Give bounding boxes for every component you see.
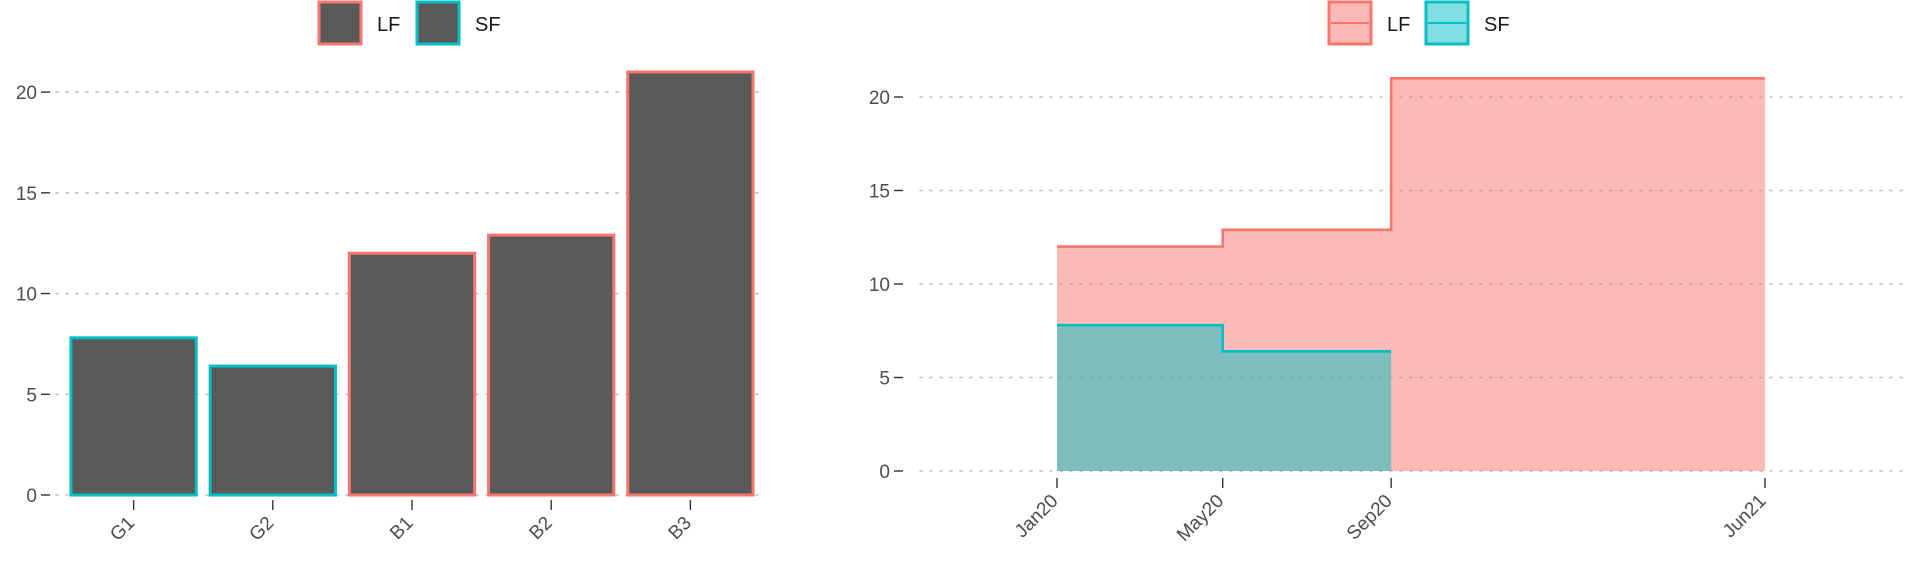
x-tick-label: B1 [386, 513, 417, 544]
bar-g1 [69, 336, 198, 497]
left-x-axis: G1 G2 B1 B2 B3 [106, 500, 696, 545]
legend-label-lf-area: LF [1387, 14, 1410, 36]
right-y-axis: 0 5 10 15 20 [869, 88, 903, 483]
step-line-lf [1057, 77, 1765, 248]
right-x-axis: Jan20 May20 Sep20 Jun21 [1011, 478, 1771, 546]
left-y-axis: 0 5 10 15 20 [16, 83, 50, 507]
left-bars [69, 70, 755, 497]
y-tick-label: 15 [869, 182, 890, 203]
legend-label-lf: LF [377, 14, 400, 36]
x-tick-label: Jun21 [1719, 491, 1770, 542]
right-legend: LF SF [1327, 0, 1510, 46]
bar-b3 [626, 70, 755, 497]
legend-label-sf-area: SF [1484, 14, 1510, 36]
left-legend: LF SF [317, 0, 501, 46]
right-areas [1057, 77, 1765, 472]
x-tick-label: G1 [106, 513, 139, 546]
area-sf [1057, 325, 1392, 471]
legend-key-lf [317, 0, 363, 46]
y-tick-label: 5 [26, 385, 37, 406]
x-tick-label: B2 [525, 513, 556, 544]
step-line-sf [1057, 323, 1392, 353]
y-tick-label: 20 [869, 88, 890, 109]
bar-b1 [347, 251, 477, 497]
left-bar-chart: LF SF 0 5 10 15 20 G1 G2 B1 B2 B3 [16, 0, 761, 545]
y-tick-label: 5 [879, 369, 890, 390]
y-tick-label: 0 [26, 486, 37, 507]
y-tick-label: 15 [16, 184, 37, 205]
bar-b2 [487, 233, 616, 497]
x-tick-label: Sep20 [1343, 491, 1397, 545]
x-tick-label: Jan20 [1011, 491, 1062, 542]
y-tick-label: 10 [16, 285, 37, 306]
x-tick-label: G2 [246, 513, 279, 546]
x-tick-label: May20 [1173, 491, 1228, 546]
x-tick-label: B3 [665, 513, 696, 544]
bar-g2 [208, 364, 337, 497]
y-tick-label: 10 [869, 275, 890, 296]
legend-key-sf [415, 0, 461, 46]
legend-label-sf: SF [475, 14, 501, 36]
y-tick-label: 0 [879, 462, 890, 483]
y-tick-label: 20 [16, 83, 37, 104]
right-area-chart: LF SF 0 5 10 15 20 Jan20 May20 Sep20 Jun21 [869, 0, 1911, 546]
